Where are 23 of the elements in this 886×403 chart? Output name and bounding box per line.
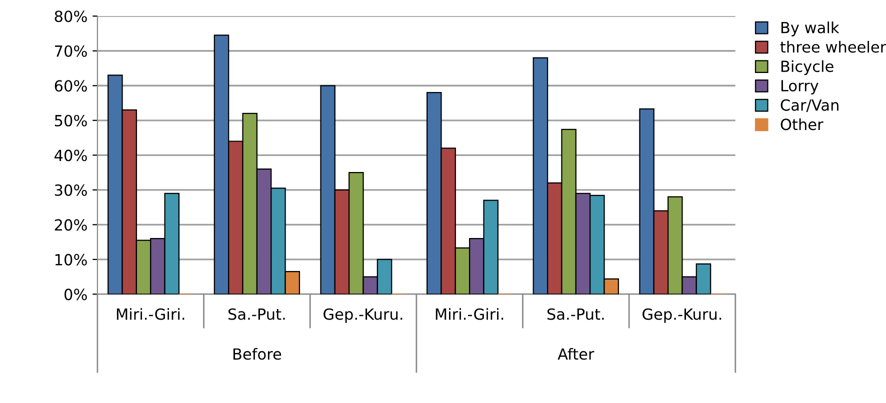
legend-label: Lorry bbox=[781, 80, 818, 94]
y-tick-label: 40% bbox=[54, 150, 87, 162]
legend-label: Other bbox=[780, 118, 824, 130]
legend-label: By walk bbox=[781, 22, 840, 36]
x-tick-label: Miri.-Giri. bbox=[436, 308, 504, 320]
legend-label: Bicycle bbox=[781, 60, 834, 76]
x-tick-label: Sa.-Put. bbox=[547, 308, 604, 320]
legend-label: Car/Van bbox=[780, 99, 838, 112]
y-tick-label: 80% bbox=[54, 10, 87, 22]
y-tick-label: 60% bbox=[54, 80, 87, 92]
y-tick-label: 20% bbox=[54, 219, 87, 231]
y-tick-label: 50% bbox=[54, 114, 87, 126]
y-tick-label: 70% bbox=[55, 45, 87, 57]
legend-label: three wheeler bbox=[780, 40, 886, 53]
y-tick-label: 10% bbox=[55, 254, 87, 266]
y-tick-label: 30% bbox=[54, 184, 87, 196]
x-tick-label: Miri.-Giri. bbox=[116, 308, 184, 320]
y-tick-label: 0% bbox=[64, 288, 87, 300]
x-tick-label: Gep.-Kuru. bbox=[324, 308, 402, 323]
text: After bbox=[558, 348, 594, 360]
x-tick-label: Sa.-Put. bbox=[228, 308, 285, 320]
text: Before bbox=[233, 348, 282, 360]
x-tick-label: Gep.-Kuru. bbox=[642, 308, 722, 323]
